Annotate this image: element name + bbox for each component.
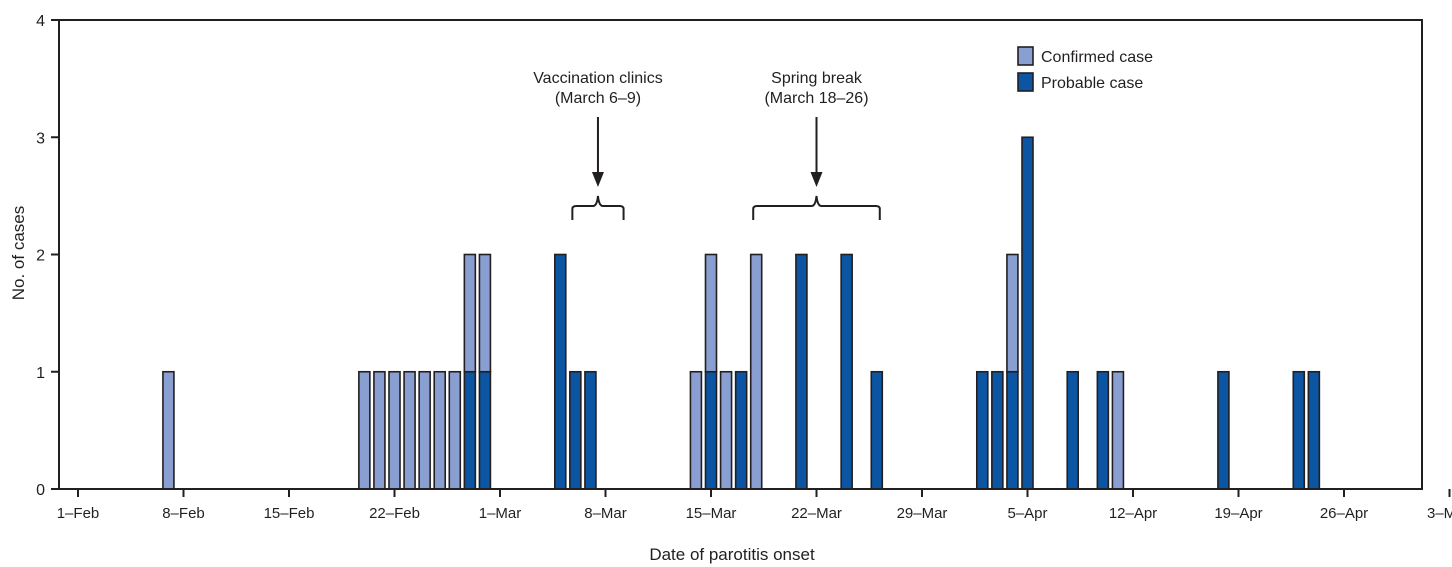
bar-confirmed [358, 370, 371, 490]
y-tick-label: 3 [36, 130, 45, 147]
annotation-brace [571, 195, 625, 220]
y-axis: 0 1 2 3 4 [36, 13, 59, 499]
bar-confirmed [403, 370, 416, 490]
x-axis: 1–Feb 8–Feb 15–Feb 22–Feb 1–Mar 8–Mar 15–Mar 22… [57, 489, 1452, 522]
annotation-label: Vaccination clinics [533, 70, 663, 87]
x-tick-label: 5–Apr [1007, 505, 1047, 522]
annotation-arrow-head [810, 172, 823, 187]
annotations-layer: Vaccination clinics (March 6–9) Spring bre… [533, 70, 881, 220]
y-tick-label: 0 [36, 482, 45, 499]
bar-confirmed [463, 253, 477, 373]
x-tick-label: 3–May [1427, 505, 1452, 522]
bar-probable [870, 370, 884, 490]
bar-probable [975, 370, 989, 490]
x-tick-label: 15–Mar [686, 505, 737, 522]
bar-confirmed [1111, 370, 1125, 490]
y-tick-label: 2 [36, 248, 45, 265]
bar-probable [553, 253, 567, 490]
bars-layer [162, 136, 1321, 490]
y-tick-label: 1 [36, 365, 45, 382]
x-tick-label: 29–Mar [897, 505, 948, 522]
bar-probable [584, 370, 597, 490]
bar-confirmed [749, 253, 763, 490]
bar-probable [569, 370, 582, 490]
bar-confirmed [162, 370, 175, 490]
legend-label: Probable case [1041, 75, 1143, 92]
annotation-label: (March 6–9) [555, 90, 641, 107]
bar-probable [463, 370, 477, 490]
legend-swatch [1017, 46, 1034, 66]
bar-probable [734, 370, 748, 490]
bar-probable [704, 370, 718, 490]
bar-probable [1292, 370, 1306, 490]
bar-probable [1066, 370, 1080, 490]
bar-probable [1021, 136, 1034, 490]
x-tick-label: 26–Apr [1320, 505, 1368, 522]
annotation-brace [752, 195, 881, 220]
bar-probable [478, 370, 492, 490]
bar-probable [1096, 370, 1110, 490]
x-tick-label: 8–Mar [584, 505, 627, 522]
bar-probable [1307, 370, 1321, 490]
bar-probable [795, 253, 808, 490]
bar-confirmed [433, 370, 447, 490]
bar-probable [991, 370, 1004, 490]
x-tick-label: 22–Feb [369, 505, 420, 522]
bar-confirmed [719, 370, 733, 490]
bar-probable [840, 253, 853, 490]
bar-confirmed [704, 253, 718, 373]
x-tick-label: 22–Mar [791, 505, 842, 522]
bar-confirmed [689, 370, 703, 490]
bar-confirmed [373, 370, 386, 490]
bar-confirmed [418, 370, 431, 490]
bar-confirmed [478, 253, 492, 373]
y-tick-label: 4 [36, 13, 45, 30]
bar-probable [1217, 370, 1230, 490]
x-tick-label: 8–Feb [162, 505, 205, 522]
annotation-arrow-head [591, 172, 604, 187]
y-axis-title: No. of cases [9, 206, 28, 301]
bar-probable [1006, 370, 1019, 490]
annotation-label: Spring break [771, 70, 863, 87]
legend-swatch [1017, 72, 1034, 92]
x-tick-label: 1–Feb [57, 505, 100, 522]
annotation-label: (March 18–26) [764, 90, 868, 107]
bar-confirmed [1006, 253, 1019, 373]
legend: Confirmed case Probable case [1017, 46, 1153, 92]
legend-label: Confirmed case [1041, 49, 1153, 66]
bar-confirmed [388, 370, 401, 490]
x-tick-label: 19–Apr [1214, 505, 1262, 522]
x-tick-label: 15–Feb [264, 505, 315, 522]
x-tick-label: 1–Mar [479, 505, 522, 522]
x-axis-title: Date of parotitis onset [649, 545, 815, 564]
x-tick-label: 12–Apr [1109, 505, 1157, 522]
bar-confirmed [448, 370, 462, 490]
